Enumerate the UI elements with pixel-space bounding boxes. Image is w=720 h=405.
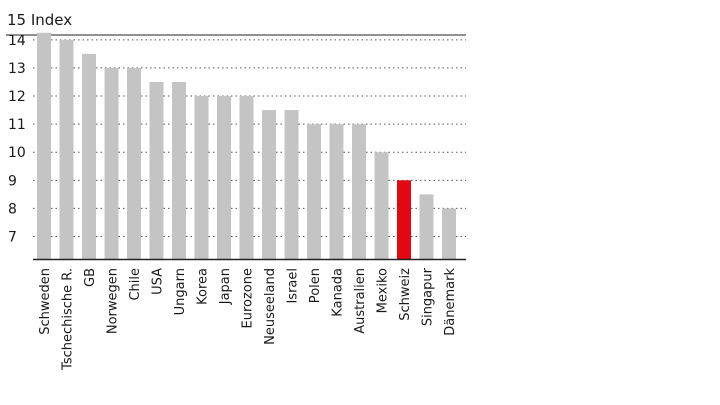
- x-tick-label: Neuseeland: [263, 268, 278, 345]
- bar-japan: [217, 96, 231, 260]
- y-tick-label: 10: [8, 145, 26, 161]
- x-tick-label: USA: [151, 268, 166, 295]
- x-tick-label: Schweden: [38, 268, 53, 335]
- x-tick-label: Mexiko: [376, 268, 391, 313]
- bar-israel: [284, 110, 299, 259]
- bar-usa: [149, 81, 164, 259]
- bar-korea: [194, 96, 209, 260]
- bar-d-nemark: [442, 208, 456, 259]
- x-tick-label: GB: [83, 268, 98, 287]
- bar-eurozone: [239, 96, 254, 260]
- bar-norwegen: [104, 67, 119, 259]
- bar-neuseeland: [262, 110, 276, 259]
- y-axis-ticks: 14 13 12 11 10 9 8 7: [8, 33, 26, 246]
- y-tick-label: 14: [8, 33, 26, 49]
- bar-chile: [127, 67, 141, 259]
- x-tick-label: Dänemark: [443, 268, 458, 336]
- y-tick-label: 9: [8, 173, 17, 189]
- bar-mexiko: [374, 152, 389, 259]
- bar-schweiz: [397, 180, 411, 259]
- x-tick-label: Norwegen: [106, 268, 121, 334]
- bar-schweden: [37, 32, 51, 259]
- x-tick-label: Kanada: [331, 268, 346, 317]
- y-tick-label: 7: [8, 230, 17, 246]
- x-tick-label: Ungarn: [173, 268, 188, 315]
- x-tick-label: Polen: [308, 268, 323, 303]
- bar-singapur: [419, 194, 434, 259]
- bar-australien: [352, 124, 366, 260]
- y-tick-label: 8: [8, 201, 17, 217]
- bar-kanada: [329, 124, 344, 260]
- x-tick-label: Schweiz: [398, 268, 413, 321]
- bars: [37, 32, 456, 260]
- x-tick-label: Korea: [196, 268, 211, 305]
- bar-ungarn: [172, 81, 186, 259]
- bar-polen: [307, 124, 321, 260]
- x-tick-label: Eurozone: [241, 268, 256, 328]
- y-tick-label: 13: [8, 61, 26, 77]
- bar-gb: [82, 53, 96, 260]
- x-tick-label: Australien: [353, 268, 368, 334]
- bar-tschechische-r: [59, 39, 74, 259]
- x-tick-label: Singapur: [421, 267, 436, 326]
- y-tick-label: 12: [8, 89, 26, 105]
- x-tick-label: Japan: [218, 268, 233, 305]
- x-tick-label: Chile: [128, 268, 143, 301]
- x-axis-labels: Schweden Tschechische R. GB Norwegen Chile US…: [38, 267, 458, 371]
- y-tick-label: 11: [8, 117, 26, 133]
- x-tick-label: Israel: [286, 268, 301, 304]
- x-tick-label: Tschechische R.: [61, 268, 76, 371]
- chart-title: 15 Index: [7, 11, 72, 29]
